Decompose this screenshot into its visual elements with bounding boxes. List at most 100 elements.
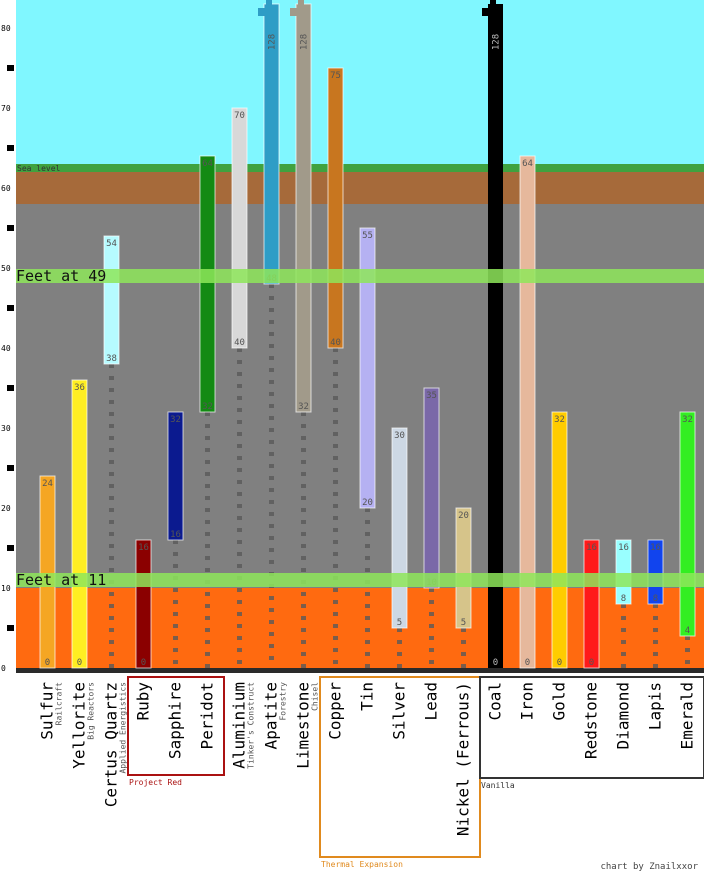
y-tick-mark — [7, 625, 14, 631]
bar-max-label: 32 — [554, 415, 565, 425]
bar-min-label: 0 — [77, 658, 82, 668]
range-guides — [109, 284, 690, 668]
bar-min-label: 0 — [141, 658, 146, 668]
y-tick-mark — [7, 225, 14, 231]
ore-name-label: Redstone — [582, 682, 601, 759]
feet-band — [0, 269, 704, 283]
ore-name-label: Tin — [358, 682, 377, 711]
bar-min-label: 0 — [525, 658, 530, 668]
offscale-flag — [482, 8, 490, 16]
ore-name-label: Aluminium — [230, 682, 249, 769]
y-axis: 0 10 20 30 40 50 60 70 80 — [0, 0, 16, 673]
ore-name-label: Diamond — [614, 682, 633, 749]
bar-max-label: 128 — [300, 34, 310, 50]
ore-name-label: Iron — [518, 682, 537, 721]
bar-min-label: 5 — [461, 618, 466, 628]
bar-min-label: 0 — [589, 658, 594, 668]
y-tick-label: 60 — [1, 184, 11, 193]
ore-bar — [359, 227, 376, 509]
y-axis-strip — [0, 0, 16, 673]
mod-name-label: Railcraft — [55, 682, 64, 726]
bar-min-label: 0 — [557, 658, 562, 668]
mod-groups: Project Red Thermal Expansion Vanilla — [127, 676, 704, 869]
ore-name-label: Copper — [326, 682, 345, 740]
bar-max-label: 55 — [362, 231, 373, 241]
ore-name-label: Silver — [390, 682, 409, 740]
y-tick-label: 0 — [1, 664, 6, 673]
y-tick-label: 40 — [1, 344, 11, 353]
offscale-flag — [490, 0, 496, 8]
bar-min-label: 8 — [653, 594, 658, 604]
y-tick-mark — [7, 145, 14, 151]
ore-bar — [135, 539, 152, 669]
y-tick-mark — [7, 465, 14, 471]
ore-name-label: Limestone — [294, 682, 313, 769]
bar-max-label: 64 — [202, 159, 213, 169]
bar-max-label: 16 — [650, 543, 661, 553]
y-tick-label: 30 — [1, 424, 11, 433]
group-label: Project Red — [129, 778, 182, 787]
bar-max-label: 16 — [618, 543, 629, 553]
feet-band — [0, 573, 704, 587]
mod-name-label: Applied Energistics — [119, 682, 128, 774]
bar-min-label: 38 — [106, 354, 117, 364]
feet-lines: Feet at 49 Feet at 11 — [0, 267, 704, 589]
bar-min-label: 4 — [685, 626, 690, 636]
ore-bar — [39, 475, 56, 669]
ore-name-label: Sulfur — [38, 682, 57, 740]
ore-name-label: Lapis — [646, 682, 665, 730]
ore-bar — [455, 507, 472, 629]
bar-min-label: 32 — [202, 402, 213, 412]
bar-max-label: 128 — [492, 34, 502, 50]
bar-max-label: 36 — [74, 383, 85, 393]
bar-min-label: 8 — [621, 594, 626, 604]
bar-min-label: 16 — [170, 530, 181, 540]
ore-name-label: Yellorite — [70, 682, 89, 769]
mod-name-label: Tinker's Construct — [247, 682, 256, 769]
ore-name-label: Gold — [550, 682, 569, 721]
bar-max-label: 20 — [458, 511, 469, 521]
credit-text: chart by Znailxxor — [600, 862, 698, 872]
y-tick-mark — [7, 385, 14, 391]
sea-level-label: Sea level — [17, 164, 61, 173]
ore-bar — [167, 411, 184, 541]
bar-min-label: 0 — [493, 658, 498, 668]
group-label: Vanilla — [481, 781, 515, 790]
mod-name-label: Forestry — [279, 682, 288, 721]
y-tick-mark — [7, 65, 14, 71]
grass-layer — [0, 164, 704, 172]
y-tick-mark — [7, 545, 14, 551]
bar-min-label: 40 — [234, 338, 245, 348]
ore-bar — [583, 539, 600, 669]
bar-max-label: 128 — [268, 34, 278, 50]
offscale-flag — [298, 0, 304, 8]
bar-max-label: 16 — [138, 543, 149, 553]
offscale-flag — [258, 8, 266, 16]
bar-max-label: 16 — [586, 543, 597, 553]
group-box — [127, 676, 225, 776]
bar-max-label: 70 — [234, 111, 245, 121]
bar-min-label: 32 — [298, 402, 309, 412]
offscale-flag — [290, 8, 298, 16]
mod-name-label: Chisel — [311, 682, 320, 711]
ore-name-label: Emerald — [678, 682, 697, 749]
bar-min-label: 0 — [45, 658, 50, 668]
ore-bar — [519, 155, 536, 669]
ore-bar — [615, 539, 632, 605]
ore-bar — [488, 4, 503, 668]
bar-max-label: 32 — [170, 415, 181, 425]
bar-max-label: 64 — [522, 159, 533, 169]
ore-name-label: Coal — [486, 682, 505, 721]
bar-max-label: 54 — [106, 239, 117, 249]
mod-name-label: Big Reactors — [87, 682, 96, 740]
ore-bar — [679, 411, 696, 637]
ore-bar — [71, 379, 88, 669]
bar-max-label: 75 — [330, 71, 341, 81]
bar-min-label: 40 — [330, 338, 341, 348]
ore-name-label: Certus Quartz — [102, 682, 121, 807]
bar-max-label: 30 — [394, 431, 405, 441]
ore-name-label: Ruby — [134, 682, 153, 721]
y-tick-label: 10 — [1, 584, 11, 593]
ore-bar — [647, 539, 664, 605]
